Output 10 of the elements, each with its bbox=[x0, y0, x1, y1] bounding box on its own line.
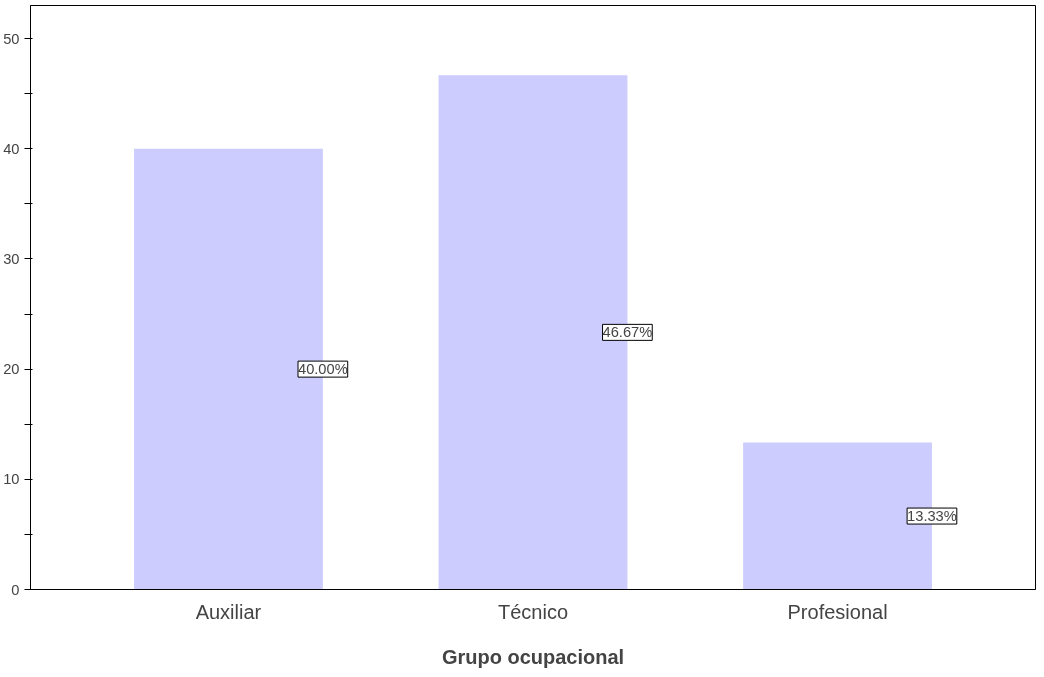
y-tick-label: 40 bbox=[3, 140, 20, 157]
x-tick-label: Profesional bbox=[787, 600, 888, 623]
x-axis-title: Grupo ocupacional bbox=[441, 645, 625, 668]
y-tick-label: 30 bbox=[3, 250, 20, 267]
y-tick-label: 0 bbox=[11, 581, 20, 598]
y-tick-label: 50 bbox=[3, 30, 20, 47]
y-tick-label: 10 bbox=[3, 471, 20, 488]
x-tick-label: Técnico bbox=[497, 600, 569, 623]
y-tick-label: 20 bbox=[3, 361, 20, 378]
x-tick-label: Auxiliar bbox=[195, 600, 262, 623]
